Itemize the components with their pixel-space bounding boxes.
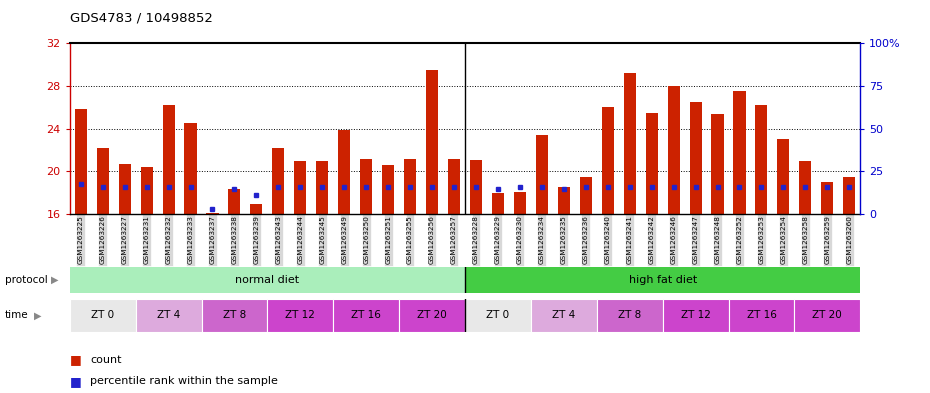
Bar (399, 299, 465, 332)
Text: high fat diet: high fat diet (629, 275, 697, 285)
Bar (136, 299, 202, 332)
Bar (97, 148, 109, 214)
Text: ZT 12: ZT 12 (286, 310, 315, 320)
Bar (844, 177, 856, 214)
Text: ZT 20: ZT 20 (418, 310, 447, 320)
Bar (597, 299, 662, 332)
Bar (536, 135, 548, 214)
Bar (711, 114, 724, 214)
Bar (119, 164, 131, 214)
Text: ▶: ▶ (34, 310, 42, 320)
Text: ZT 16: ZT 16 (352, 310, 381, 320)
Bar (662, 299, 728, 332)
Text: percentile rank within the sample: percentile rank within the sample (90, 376, 278, 386)
Bar (755, 105, 767, 214)
Bar (624, 73, 636, 214)
Bar (734, 91, 746, 214)
Text: ■: ■ (70, 353, 82, 366)
Text: ZT 4: ZT 4 (157, 310, 180, 320)
Text: ▶: ▶ (51, 275, 59, 285)
Bar (294, 161, 306, 214)
Bar (602, 107, 614, 214)
Bar (339, 130, 351, 214)
Bar (163, 105, 175, 214)
Bar (579, 177, 591, 214)
Bar (689, 102, 701, 214)
Bar (382, 165, 394, 214)
Text: ZT 8: ZT 8 (223, 310, 246, 320)
Text: ZT 12: ZT 12 (681, 310, 711, 320)
Text: normal diet: normal diet (235, 275, 299, 285)
Bar (360, 159, 372, 214)
Bar (316, 161, 328, 214)
Bar (465, 267, 860, 293)
Text: ZT 0: ZT 0 (91, 310, 114, 320)
Text: ZT 20: ZT 20 (813, 310, 843, 320)
Bar (272, 148, 285, 214)
Bar (470, 160, 482, 214)
Bar (794, 299, 860, 332)
Bar (426, 70, 438, 214)
Bar (799, 161, 811, 214)
Bar (777, 140, 790, 214)
Text: count: count (90, 354, 122, 365)
Bar (668, 86, 680, 214)
Bar (250, 204, 262, 214)
Text: ZT 8: ZT 8 (618, 310, 642, 320)
Bar (404, 159, 416, 214)
Bar (465, 299, 531, 332)
Text: time: time (5, 310, 28, 320)
Bar (645, 113, 658, 214)
Bar (514, 192, 526, 214)
Bar (140, 167, 153, 214)
Bar (267, 299, 333, 332)
Bar (558, 187, 570, 214)
Bar (184, 123, 196, 214)
Bar (821, 182, 833, 214)
Bar (531, 299, 597, 332)
Bar (728, 299, 794, 332)
Text: GDS4783 / 10498852: GDS4783 / 10498852 (70, 12, 213, 25)
Bar (70, 299, 136, 332)
Text: protocol: protocol (5, 275, 47, 285)
Text: ZT 0: ZT 0 (486, 310, 510, 320)
Text: ZT 4: ZT 4 (552, 310, 576, 320)
Text: ■: ■ (70, 375, 82, 388)
Bar (492, 193, 504, 214)
Bar (206, 213, 219, 214)
Bar (333, 299, 399, 332)
Bar (74, 110, 86, 214)
Bar (448, 159, 460, 214)
Bar (202, 299, 267, 332)
Bar (229, 189, 241, 214)
Text: ZT 16: ZT 16 (747, 310, 777, 320)
Bar (70, 267, 465, 293)
